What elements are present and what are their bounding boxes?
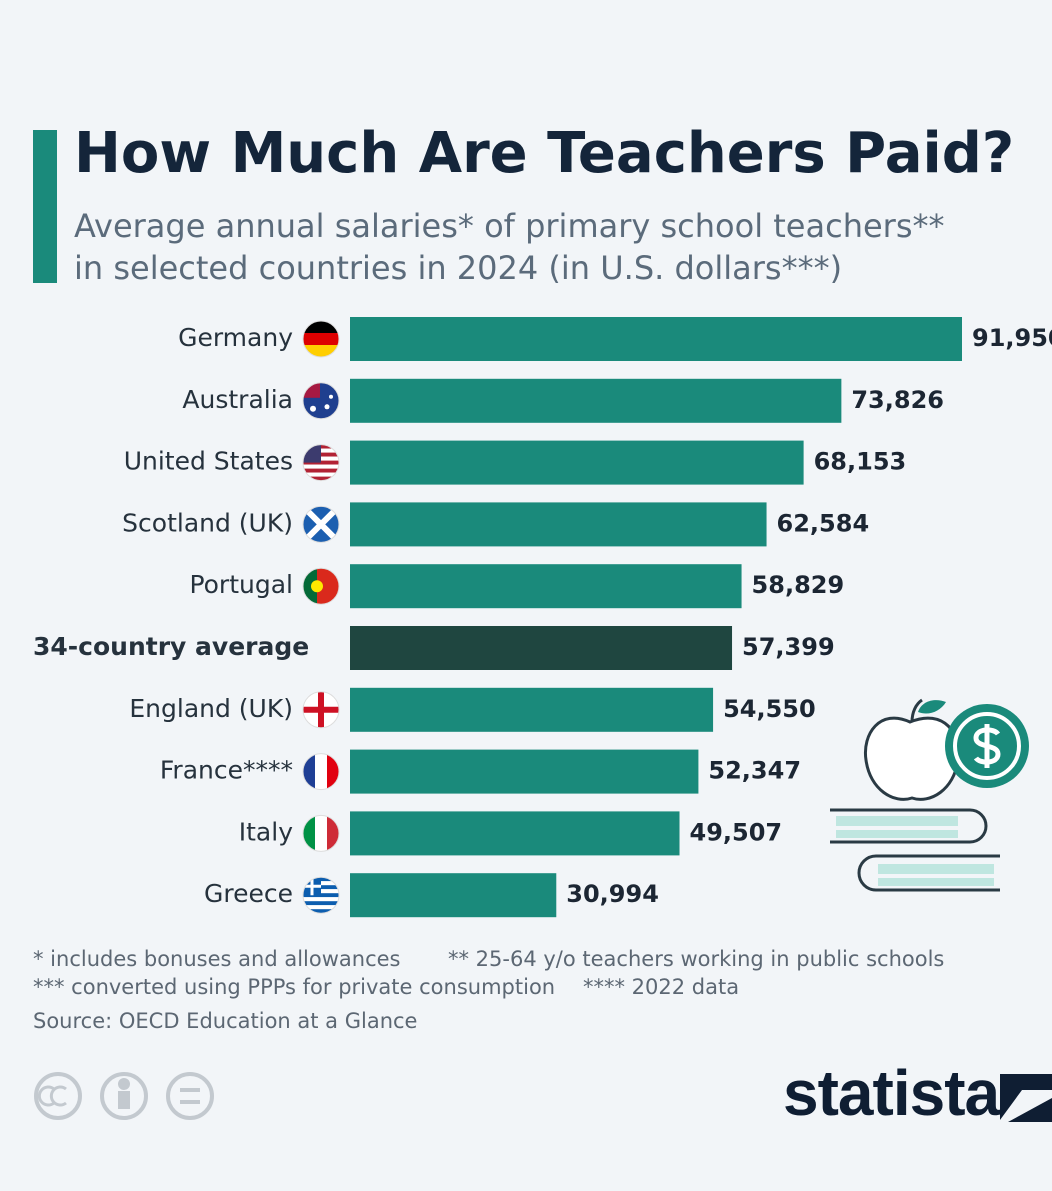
flag-star — [310, 405, 316, 412]
footnote: * includes bonuses and allowances — [33, 947, 400, 971]
value-label: 30,994 — [566, 880, 659, 908]
flag-stripe — [315, 815, 327, 852]
bar — [350, 502, 767, 547]
flag-body — [303, 382, 339, 419]
value-label: 62,584 — [777, 509, 870, 537]
category-label: 34-country average — [33, 632, 309, 661]
flag-stripe — [303, 476, 339, 481]
flag-stripe — [303, 905, 339, 910]
chart-subtitle: Average annual salaries* of primary scho… — [74, 207, 944, 245]
flag-stripe — [303, 333, 339, 345]
flag-emblem — [311, 580, 323, 593]
flag-icon — [302, 320, 340, 358]
value-label: 52,347 — [708, 757, 801, 785]
flag-stripe — [317, 568, 339, 605]
flag-rim — [302, 505, 340, 543]
category-label: Greece — [204, 879, 293, 908]
category-label: Australia — [182, 385, 293, 414]
value-label: 68,153 — [814, 448, 907, 476]
flag-body — [303, 506, 339, 543]
flag-icon — [302, 382, 340, 420]
flag-cross — [303, 877, 321, 896]
bar — [350, 440, 804, 485]
flag-body — [303, 691, 339, 728]
flag-stripe — [303, 753, 315, 790]
flag-stripe — [327, 815, 339, 852]
footnote: **** 2022 data — [583, 975, 739, 999]
flag-star — [324, 404, 330, 410]
flag-stripe — [315, 753, 327, 790]
flag-rim — [302, 814, 340, 852]
flag-stripe — [303, 321, 339, 333]
value-label: 54,550 — [723, 695, 816, 723]
license-icons — [34, 1072, 214, 1120]
flag-stripe — [327, 753, 339, 790]
flag-stripe — [303, 464, 339, 469]
flag-rim — [302, 444, 340, 482]
bar — [350, 564, 742, 609]
flag-body — [303, 321, 339, 357]
chart-title: How Much Are Teachers Paid? — [74, 121, 1014, 186]
flag-body — [303, 815, 339, 852]
brand-logo: statista — [783, 1057, 1001, 1129]
flag-body — [303, 568, 339, 605]
value-label: 49,507 — [690, 818, 783, 846]
bar — [350, 317, 962, 361]
source: Source: OECD Education at a Glance — [33, 1009, 417, 1033]
flag-star — [329, 394, 333, 399]
bar — [350, 811, 680, 856]
bar — [350, 626, 733, 670]
category-label: France**** — [160, 756, 293, 785]
value-label: 58,829 — [752, 571, 845, 599]
flag-cross — [303, 691, 339, 728]
footnote: *** converted using PPPs for private con… — [33, 975, 555, 999]
flag-body — [303, 753, 339, 790]
bar — [350, 687, 714, 732]
flag-rim — [302, 320, 340, 358]
flag-icon — [302, 444, 340, 482]
category-label: England (UK) — [129, 694, 293, 723]
flag-icon — [302, 567, 340, 605]
flag-stripe — [303, 901, 339, 906]
flag-rim — [302, 382, 340, 420]
flag-saltire — [303, 506, 339, 543]
bar — [350, 873, 557, 918]
flag-stripe — [303, 345, 339, 357]
flag-stripe — [303, 909, 339, 914]
chart-subtitle: in selected countries in 2024 (in U.S. d… — [74, 249, 842, 287]
flag-stripe — [303, 472, 339, 477]
title-accent — [33, 130, 57, 283]
category-label: United States — [124, 447, 293, 476]
category-label: Portugal — [189, 570, 293, 599]
flag-body — [303, 444, 339, 481]
flag-stripe — [303, 568, 317, 605]
category-label: Scotland (UK) — [122, 508, 293, 537]
flag-icon — [302, 505, 340, 543]
value-label: 73,826 — [851, 386, 944, 414]
flag-rim — [302, 876, 340, 914]
category-label: Italy — [239, 817, 293, 846]
value-label: 91,950 — [972, 324, 1052, 352]
flag-icon — [302, 876, 340, 914]
footnote: ** 25-64 y/o teachers working in public … — [448, 947, 944, 971]
flag-stripe — [303, 468, 339, 473]
flag-rim — [302, 567, 340, 605]
illustration — [830, 698, 1029, 892]
value-label: 57,399 — [742, 633, 835, 661]
flag-icon — [302, 753, 340, 791]
flag-stripe — [303, 897, 339, 902]
flag-stripe — [303, 815, 315, 852]
flag-rim — [302, 753, 340, 791]
flag-icon — [302, 691, 340, 729]
flag-icon — [302, 814, 340, 852]
brand-mark — [1000, 1074, 1052, 1122]
flag-rim — [302, 691, 340, 729]
bar — [350, 378, 842, 423]
category-label: Germany — [178, 323, 293, 352]
bar — [350, 749, 699, 794]
